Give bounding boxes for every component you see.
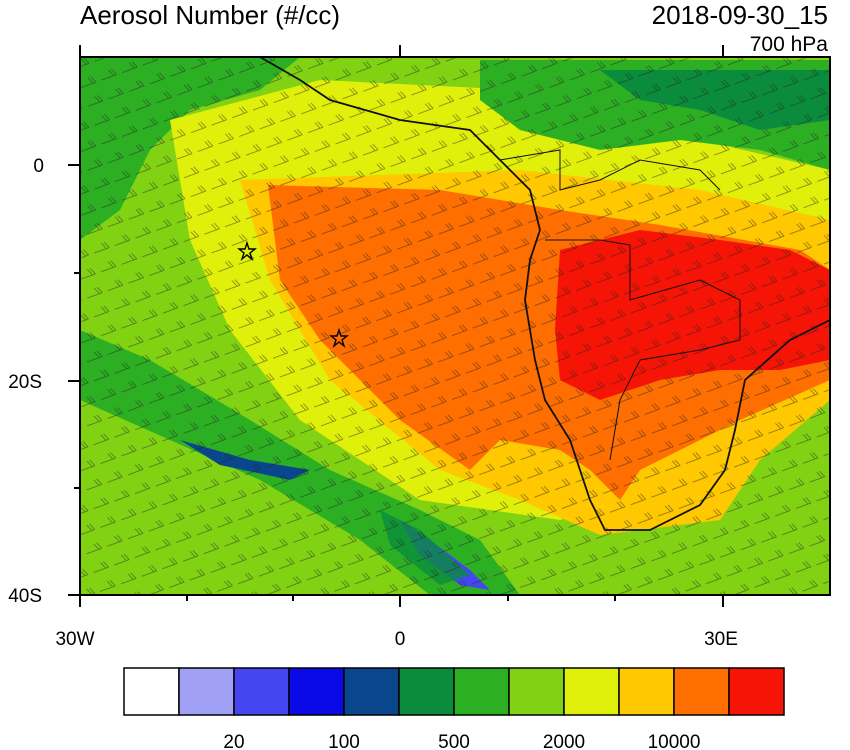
colorbar-tick-label: 2000 — [543, 732, 585, 750]
lon-label-30e: 30E — [704, 629, 738, 650]
colorbar-swatch — [398, 667, 455, 716]
colorbar-tick-label: 20 — [223, 732, 244, 750]
lat-label-20s: 20S — [8, 372, 42, 393]
country-borders — [545, 239, 741, 461]
colorbar-swatch — [673, 667, 730, 716]
star-icon — [237, 240, 257, 262]
colorbar-swatch — [178, 667, 235, 716]
colorbar-tick-label: 10000 — [648, 732, 701, 750]
colorbar-swatch — [343, 667, 400, 716]
site-markers — [237, 240, 349, 349]
lon-label-0: 0 — [395, 629, 406, 650]
lon-label-30w: 30W — [55, 629, 94, 650]
africa-coastline — [259, 57, 830, 531]
map-title: Aerosol Number (#/cc) — [80, 0, 341, 30]
colorbar-swatch — [563, 667, 620, 716]
datetime-label: 2018-09-30_15 — [651, 0, 828, 30]
pressure-level-label: 700 hPa — [749, 33, 828, 56]
lat-label-40s: 40S — [8, 586, 42, 607]
colorbar-swatch — [123, 667, 180, 716]
lat-label-0: 0 — [33, 156, 44, 177]
colorbar-swatch — [618, 667, 675, 716]
aerosol-field — [80, 57, 830, 595]
axis-ticks — [68, 45, 724, 607]
country-borders-north — [499, 149, 721, 191]
colorbar-swatch — [728, 667, 785, 716]
colorbar-tick-label: 500 — [438, 732, 470, 750]
colorbar-swatch — [508, 667, 565, 716]
wind-barbs — [80, 57, 830, 595]
star-icon — [329, 327, 349, 349]
colorbar-swatch — [288, 667, 345, 716]
colorbar-tick-label: 100 — [328, 732, 360, 750]
colorbar: 20 100 500 2000 10000 — [123, 667, 785, 750]
map-frame — [79, 56, 831, 596]
colorbar-swatch — [233, 667, 290, 716]
colorbar-swatch — [453, 667, 510, 716]
